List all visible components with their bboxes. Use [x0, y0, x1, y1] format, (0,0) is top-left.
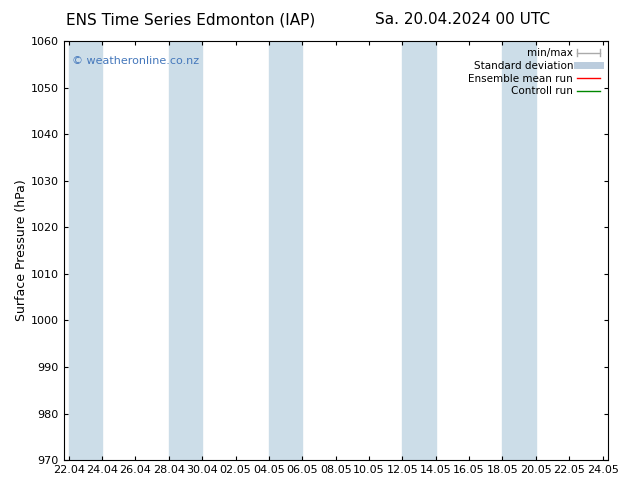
Bar	[403, 41, 436, 460]
Text: ENS Time Series Edmonton (IAP): ENS Time Series Edmonton (IAP)	[65, 12, 315, 27]
Y-axis label: Surface Pressure (hPa): Surface Pressure (hPa)	[15, 180, 28, 321]
Bar	[68, 41, 102, 460]
Text: © weatheronline.co.nz: © weatheronline.co.nz	[72, 56, 199, 66]
Text: Sa. 20.04.2024 00 UTC: Sa. 20.04.2024 00 UTC	[375, 12, 550, 27]
Bar	[169, 41, 202, 460]
Legend: min/max, Standard deviation, Ensemble mean run, Controll run: min/max, Standard deviation, Ensemble me…	[467, 46, 602, 98]
Bar	[503, 41, 536, 460]
Bar	[269, 41, 302, 460]
